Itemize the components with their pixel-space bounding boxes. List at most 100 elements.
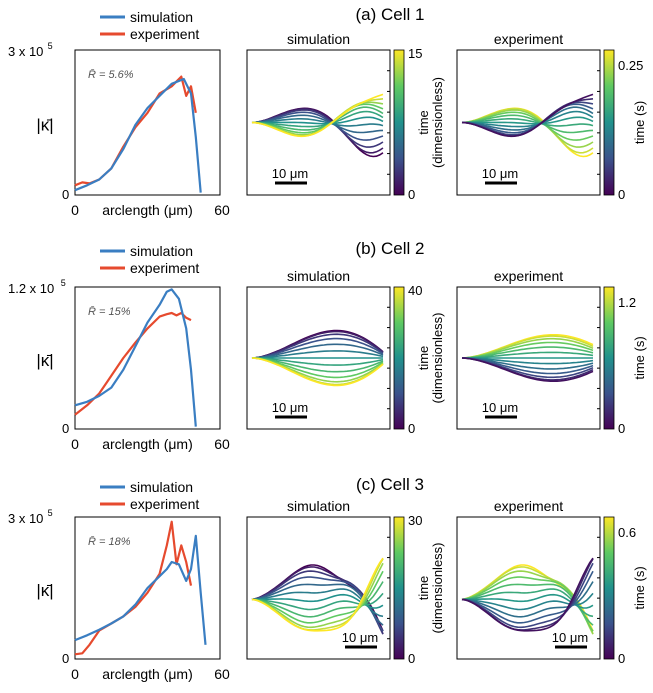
y-max-exponent: 5	[61, 278, 66, 288]
waveform-7	[461, 110, 594, 128]
colorbar-min-tick: 0	[408, 187, 415, 202]
y-zero-tick: 0	[62, 651, 69, 666]
simulation-panel-title: simulation	[287, 268, 350, 284]
scale-bar-label: 10 μm	[272, 166, 308, 181]
waveform-5	[251, 350, 384, 359]
experiment-shape-panel: experiment 10 μm 1.2 0 time (s)	[456, 268, 647, 436]
row-title: (c) Cell 3	[356, 475, 424, 494]
colorbar-min-tick: 0	[618, 421, 625, 436]
waveform-4	[251, 583, 384, 626]
colorbar-label-line1: time	[416, 110, 431, 135]
simulation-panel-title: simulation	[287, 31, 350, 47]
waveform-2	[461, 570, 594, 635]
waveform-3	[251, 111, 384, 141]
y-max-tick: 3 x 10	[8, 511, 43, 526]
waveform-2	[251, 109, 384, 148]
experiment-shape-panel: experiment 10 μm 0.6 0 time (s)	[456, 498, 647, 666]
colorbar-max-tick: 0.25	[618, 58, 643, 73]
waveform-8	[461, 357, 594, 370]
r-label: R̄ = 5.6%	[88, 68, 134, 81]
waveform-7	[251, 110, 384, 128]
panel-frame	[456, 286, 601, 430]
panel-frame	[246, 516, 391, 660]
x-tick-60: 60	[214, 436, 230, 452]
series-line-experiment	[74, 311, 192, 416]
waveform-12	[251, 93, 384, 138]
waveform-4	[251, 114, 384, 134]
r-label: R̄ = 18%	[88, 535, 131, 548]
x-axis-label: arclength (μm)	[102, 202, 193, 218]
x-tick-60: 60	[214, 666, 230, 682]
waveform-12	[461, 557, 594, 632]
waveform-5	[251, 118, 384, 127]
row-title: (b) Cell 2	[356, 239, 425, 258]
r-label: R̄ = 15%	[88, 305, 131, 318]
colorbar	[393, 286, 405, 430]
curvature-plot: 3 x 10 5 0 |κ̄| 0 60 arclength (μm) R̄ = 18%	[8, 508, 230, 682]
waveform-8	[251, 106, 384, 131]
scale-bar-label: 10 μm	[272, 400, 308, 415]
legend-experiment-label: experiment	[130, 260, 199, 276]
y-zero-tick: 0	[62, 421, 69, 436]
simulation-panel-title: simulation	[287, 498, 350, 514]
y-zero-tick: 0	[62, 187, 69, 202]
scale-bar-label: 10 μm	[482, 166, 518, 181]
experiment-panel-title: experiment	[494, 31, 563, 47]
waveform-9	[251, 103, 384, 134]
colorbar-label-line1: time	[416, 576, 431, 601]
x-axis-label: arclength (μm)	[102, 666, 193, 682]
colorbar-min-tick: 0	[408, 421, 415, 436]
waveform-7	[251, 357, 384, 366]
colorbar-label: time (s)	[632, 101, 647, 144]
simulation-shape-panel: simulation 10 μm 15 0 time (dimensionless)	[246, 31, 445, 202]
x-tick-60: 60	[214, 202, 230, 218]
waveform-12	[461, 93, 594, 138]
plot-frame	[74, 49, 221, 196]
legend-simulation-label: simulation	[130, 479, 193, 495]
y-axis-label: |κ̄|	[36, 351, 53, 370]
legend-simulation-label: simulation	[130, 243, 193, 259]
colorbar-max-tick: 40	[408, 283, 422, 298]
x-axis-label: arclength (μm)	[102, 436, 193, 452]
x-tick-0: 0	[71, 202, 79, 218]
waveform-12	[251, 357, 384, 387]
waveform-4	[461, 583, 594, 626]
colorbar-min-tick: 0	[618, 651, 625, 666]
series-line-simulation	[74, 534, 207, 645]
experiment-shape-panel: experiment 10 μm 0.25 0 time (s)	[456, 31, 647, 202]
colorbar-label-line2: (dimensionless)	[430, 77, 445, 168]
waveform-2	[251, 570, 384, 635]
scale-bar-label: 10 μm	[482, 400, 518, 415]
waveform-2	[251, 333, 384, 359]
colorbar-label-line2: (dimensionless)	[430, 542, 445, 633]
colorbar-max-tick: 1.2	[618, 295, 636, 310]
scale-bar-label: 10 μm	[552, 630, 588, 645]
waveform-9	[251, 357, 384, 379]
curvature-plot: 3 x 10 5 0 |κ̄| 0 60 arclength (μm) R̄ = 5.6%	[8, 41, 230, 218]
x-tick-0: 0	[71, 436, 79, 452]
waveform-2	[461, 109, 594, 148]
waveform-10	[251, 562, 384, 629]
colorbar-label: time (s)	[632, 566, 647, 609]
colorbar-label-line1: time	[416, 346, 431, 371]
panel-frame	[246, 49, 391, 196]
y-max-tick: 3 x 10	[8, 44, 43, 59]
waveform-5	[461, 118, 594, 127]
waveform-8	[461, 106, 594, 131]
y-max-tick: 1.2 x 10	[8, 281, 54, 296]
y-axis-label: |κ̄|	[36, 581, 53, 600]
waveform-4	[251, 343, 384, 359]
waveform-3	[251, 337, 384, 359]
y-axis-label: |κ̄|	[36, 116, 53, 135]
plot-frame	[74, 286, 221, 430]
y-max-exponent: 5	[48, 508, 53, 518]
series-line-simulation	[74, 77, 202, 193]
curvature-plot: 1.2 x 10 5 0 |κ̄| 0 60 arclength (μm) R̄ = 15%	[8, 278, 230, 452]
colorbar-min-tick: 0	[408, 651, 415, 666]
colorbar	[393, 49, 405, 196]
waveform-12	[461, 357, 594, 382]
